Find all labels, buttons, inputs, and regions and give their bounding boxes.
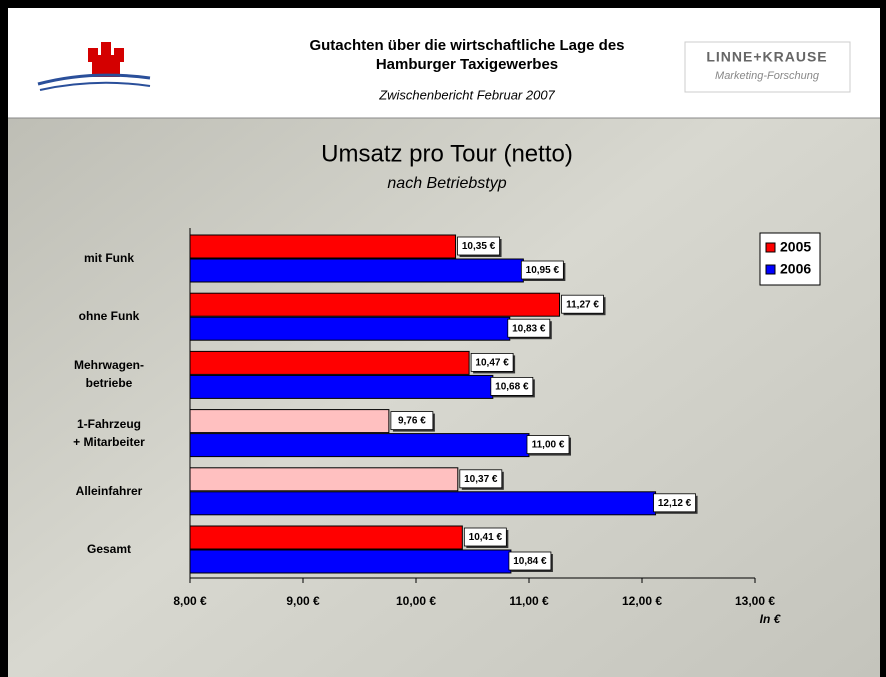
bar xyxy=(190,259,523,282)
header-subtitle: Zwischenbericht Februar 2007 xyxy=(378,87,555,102)
bar xyxy=(190,468,458,491)
legend-swatch xyxy=(766,265,775,274)
chart-title: Umsatz pro Tour (netto) xyxy=(321,140,573,167)
category-label: mit Funk xyxy=(34,249,184,267)
company-sub: Marketing-Forschung xyxy=(715,70,820,82)
bar xyxy=(190,526,462,549)
x-axis-label: In € xyxy=(760,612,782,626)
category-label: Alleinfahrer xyxy=(34,482,184,500)
value-label: 11,27 € xyxy=(566,299,599,310)
x-tick-label: 9,00 € xyxy=(286,594,320,608)
x-tick-label: 11,00 € xyxy=(509,594,549,608)
legend-label: 2005 xyxy=(780,239,811,255)
bar xyxy=(190,351,469,374)
category-label: 1-Fahrzeug + Mitarbeiter xyxy=(34,415,184,451)
value-label: 10,41 € xyxy=(469,532,503,543)
x-tick-label: 8,00 € xyxy=(173,594,207,608)
x-tick-label: 10,00 € xyxy=(396,594,436,608)
bar xyxy=(190,293,560,316)
category-label: Gesamt xyxy=(34,540,184,558)
category-label: ohne Funk xyxy=(34,307,184,325)
value-label: 10,68 € xyxy=(495,382,529,393)
value-label: 10,35 € xyxy=(462,241,496,252)
bar xyxy=(190,375,493,398)
value-label: 10,95 € xyxy=(526,265,560,276)
value-label: 12,12 € xyxy=(658,498,692,509)
legend-swatch xyxy=(766,243,775,252)
value-label: 10,37 € xyxy=(464,474,498,485)
bar xyxy=(190,410,389,433)
bar xyxy=(190,434,529,457)
x-tick-label: 13,00 € xyxy=(735,594,775,608)
x-tick-label: 12,00 € xyxy=(622,594,662,608)
bar xyxy=(190,317,510,340)
value-label: 11,00 € xyxy=(532,440,565,451)
legend-label: 2006 xyxy=(780,261,811,277)
value-label: 10,83 € xyxy=(512,323,546,334)
value-label: 10,84 € xyxy=(513,556,547,567)
category-label: Mehrwagen- betriebe xyxy=(34,356,184,392)
header-title: Gutachten über die wirtschaftliche Lage … xyxy=(309,37,624,54)
header-title: Hamburger Taxigewerbes xyxy=(376,56,558,73)
value-label: 10,47 € xyxy=(475,358,509,369)
value-label: 9,76 € xyxy=(398,416,426,427)
chart-subtitle: nach Betriebstyp xyxy=(387,175,506,192)
company-name: LINNE+KRAUSE xyxy=(706,49,827,65)
bar xyxy=(190,492,656,515)
bar xyxy=(190,550,511,573)
slide: Gutachten über die wirtschaftliche Lage … xyxy=(0,0,886,677)
bar xyxy=(190,235,456,258)
chart: Gutachten über die wirtschaftliche Lage … xyxy=(0,0,886,677)
